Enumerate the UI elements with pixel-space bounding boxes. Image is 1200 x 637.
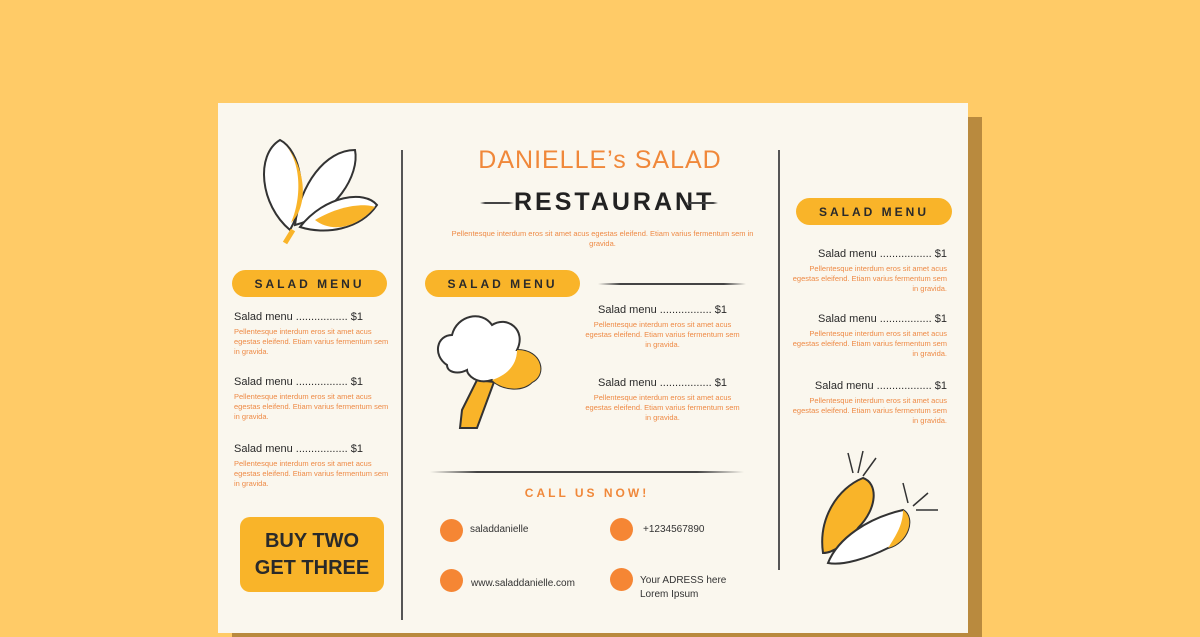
menu-item-title: Salad menu ................. $1: [597, 304, 727, 316]
address-line-2: Lorem Ipsum: [640, 589, 699, 600]
menu-item: Salad menu ................. $1 Pellentes…: [234, 376, 389, 422]
menu-item: Salad menu ................. $1 Pellentes…: [585, 377, 740, 423]
menu-item-desc: Pellentesque interdum eros sit amet acus…: [792, 329, 947, 358]
menu-item-desc: Pellentesque interdum eros sit amet acus…: [792, 396, 947, 425]
menu-item-title: Salad menu ................. $1: [817, 248, 947, 260]
menu-item-desc: Pellentesque interdum eros sit amet acus…: [792, 264, 947, 293]
broccoli-icon: [437, 315, 542, 429]
menu-item-desc: Pellentesque interdum eros sit amet acus…: [585, 320, 740, 349]
location-icon: [610, 568, 633, 591]
phone-icon: [610, 518, 633, 541]
promo-line-1: BUY TWO: [264, 529, 360, 552]
menu-item: Salad menu ................. $1 Pellentes…: [234, 311, 389, 357]
menu-item: Salad menu ................. $1 Pellentes…: [585, 304, 740, 350]
carrot-icon: [821, 450, 938, 565]
restaurant-subtitle: RESTAURANT: [514, 188, 715, 216]
contact-social: saladdanielle: [470, 524, 529, 535]
menu-item-title: Salad menu ................. $1: [234, 311, 364, 323]
leaf-icon: [263, 138, 379, 245]
call-us-heading: CALL US NOW!: [524, 486, 650, 500]
title-rule: [686, 202, 718, 204]
menu-item-title: Salad menu .................. $1: [814, 380, 947, 392]
address-line-1: Your ADRESS here: [640, 575, 727, 586]
header-description: Pellentesque interdum eros sit amet acus…: [451, 229, 754, 248]
menu-item: Salad menu ................. $1 Pellentes…: [792, 248, 947, 294]
menu-item-title: Salad menu ................. $1: [234, 443, 364, 455]
menu-item-title: Salad menu ................. $1: [597, 377, 727, 389]
left-salad-menu-pill: SALAD MENU: [232, 270, 387, 297]
contact-phone: +1234567890: [643, 524, 705, 535]
restaurant-name: DANIELLE’s SALAD: [478, 146, 722, 174]
menu-item: Salad menu ................. $1 Pellentes…: [234, 443, 389, 489]
promo-line-2: GET THREE: [254, 556, 370, 579]
menu-item: Salad menu .................. $1 Pellente…: [792, 380, 947, 426]
divider: [401, 150, 403, 620]
menu-item-desc: Pellentesque interdum eros sit amet acus…: [234, 392, 389, 421]
divider: [778, 150, 780, 570]
social-icon: [440, 519, 463, 542]
menu-item-desc: Pellentesque interdum eros sit amet acus…: [234, 459, 389, 488]
section-rule: [430, 471, 744, 473]
menu-item-desc: Pellentesque interdum eros sit amet acus…: [234, 327, 389, 356]
menu-item: Salad menu ................. $1 Pellentes…: [792, 313, 947, 359]
promo-badge: BUY TWO GET THREE: [240, 517, 384, 592]
contact-website: www.saladdanielle.com: [471, 578, 575, 589]
section-rule: [598, 283, 746, 285]
middle-salad-menu-pill: SALAD MENU: [425, 270, 580, 297]
contact-address: Your ADRESS here Lorem Ipsum: [640, 574, 726, 602]
right-salad-menu-pill: SALAD MENU: [796, 198, 952, 225]
menu-item-title: Salad menu ................. $1: [234, 376, 364, 388]
title-rule: [480, 202, 514, 204]
menu-item-desc: Pellentesque interdum eros sit amet acus…: [585, 393, 740, 422]
website-icon: [440, 569, 463, 592]
menu-item-title: Salad menu ................. $1: [817, 313, 947, 325]
